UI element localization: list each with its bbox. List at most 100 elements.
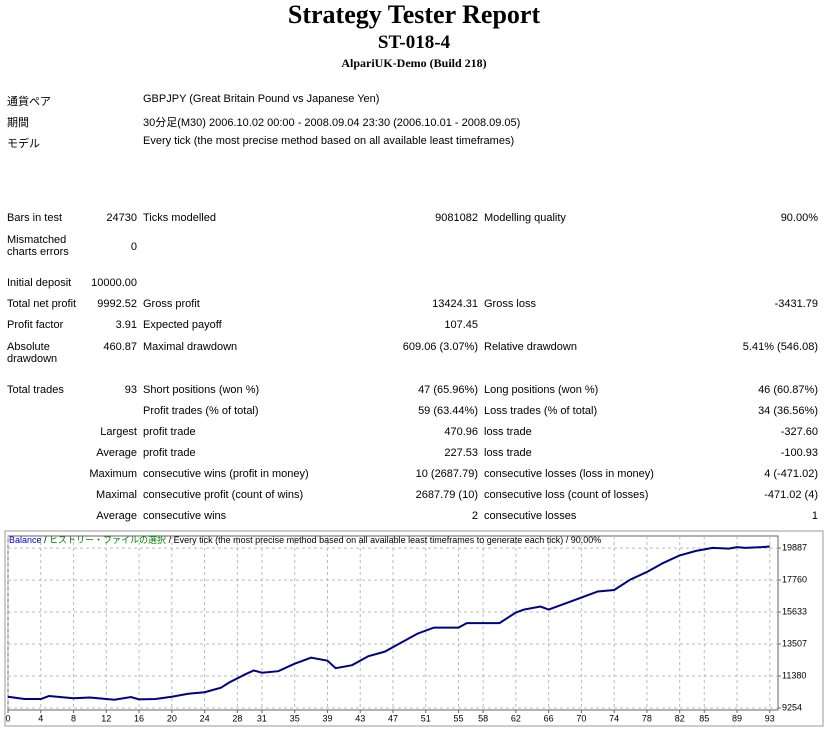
stat-label: Short positions (won %) — [143, 384, 260, 396]
stat-label: loss trade — [484, 426, 532, 438]
stat-value: 2 — [471, 510, 478, 522]
stat-label: loss trade — [484, 447, 532, 459]
stat-label: Profit factor — [7, 319, 64, 331]
stat-prefix: Largest — [100, 426, 137, 438]
stat-label: Relative drawdown — [484, 341, 577, 353]
stat-label: Absolute drawdown — [7, 341, 58, 365]
y-tick-label: 15633 — [782, 606, 807, 616]
legend: Balance / ヒストリー・ファイルの選択 / Every tick (th… — [9, 534, 601, 545]
stat-value: 609.06 (3.07%) — [402, 341, 478, 353]
y-tick-label: 11380 — [782, 670, 806, 680]
stat-value: 460.87 — [103, 341, 137, 353]
stat-label: Ticks modelled — [143, 212, 216, 224]
y-tick-label: 13507 — [782, 638, 807, 648]
stat-prefix: Maximal — [96, 489, 137, 501]
legend-part: / Every tick (the most precise method ba… — [166, 535, 601, 545]
x-tick-label: 35 — [290, 713, 300, 723]
x-tick-label: 28 — [232, 713, 242, 723]
stat-label: Loss trades (% of total) — [484, 405, 598, 417]
stat-label: Profit trades (% of total) — [143, 405, 259, 417]
stat-value: 47 (65.96%) — [418, 384, 478, 396]
stat-label: Expected payoff — [143, 319, 222, 331]
stat-label: Maximal drawdown — [143, 341, 238, 353]
x-tick-label: 62 — [511, 713, 521, 723]
stat-label: Mismatched charts errors — [7, 234, 69, 258]
x-tick-label: 58 — [478, 713, 488, 723]
stat-label: profit trade — [143, 447, 196, 459]
stat-value: 227.53 — [444, 447, 478, 459]
info-label: 通貨ペア — [7, 96, 51, 108]
stat-prefix: Average — [96, 447, 137, 459]
subtitle: ST-018-4 — [377, 32, 451, 53]
x-tick-label: 85 — [699, 713, 709, 723]
stat-value: -100.93 — [780, 447, 818, 459]
x-tick-label: 70 — [576, 713, 586, 723]
legend-part: Balance — [9, 535, 42, 545]
stat-value: 90.00% — [780, 212, 818, 224]
x-tick-label: 20 — [167, 713, 177, 723]
x-tick-label: 55 — [454, 713, 464, 723]
stat-value: 3.91 — [115, 319, 137, 331]
x-tick-label: 43 — [355, 713, 365, 723]
x-tick-label: 78 — [642, 713, 652, 723]
balance-line — [7, 545, 770, 701]
stat-label: profit trade — [143, 426, 196, 438]
stat-prefix: Maximum — [89, 468, 137, 480]
stat-value: -3431.79 — [774, 298, 818, 310]
stat-value: -327.60 — [780, 426, 818, 438]
stat-label: consecutive losses — [484, 510, 577, 522]
stat-label: Total net profit — [7, 298, 77, 310]
stat-label: Modelling quality — [484, 212, 566, 224]
stat-value: 9081082 — [435, 212, 478, 224]
x-tick-label: 89 — [732, 713, 742, 723]
stat-label: consecutive losses (loss in money) — [484, 468, 654, 480]
y-tick-label: 17760 — [782, 574, 807, 584]
x-tick-label: 0 — [5, 713, 10, 723]
legend-part: / — [42, 535, 50, 545]
info-label: 期間 — [7, 117, 29, 129]
x-tick-label: 82 — [675, 713, 685, 723]
info-value: Every tick (the most precise method base… — [143, 135, 515, 147]
x-tick-label: 12 — [101, 713, 111, 723]
x-tick-label: 16 — [134, 713, 144, 723]
stat-value: 5.41% (546.08) — [742, 341, 818, 353]
stat-label: Gross loss — [484, 298, 536, 310]
x-tick-label: 24 — [200, 713, 210, 723]
x-tick-label: 47 — [388, 713, 398, 723]
stat-value: 4 (-471.02) — [764, 468, 818, 480]
x-tick-label: 8 — [71, 713, 76, 723]
x-tick-label: 31 — [257, 713, 267, 723]
stat-label: Initial deposit — [7, 277, 72, 289]
y-tick-label: 19887 — [782, 542, 807, 552]
stat-label: consecutive profit (count of wins) — [143, 489, 304, 501]
stat-value: 470.96 — [444, 426, 478, 438]
stat-value: 2687.79 (10) — [415, 489, 478, 501]
stat-label: Long positions (won %) — [484, 384, 599, 396]
legend-part: ヒストリー・ファイルの選択 — [49, 534, 166, 545]
stat-label: Bars in test — [7, 212, 63, 224]
x-tick-label: 93 — [765, 713, 775, 723]
x-tick-label: 51 — [421, 713, 431, 723]
stat-value: 10000.00 — [91, 277, 137, 289]
info-value: GBPJPY (Great Britain Pound vs Japanese … — [143, 93, 380, 105]
stat-value: 34 (36.56%) — [758, 405, 818, 417]
chart-frame — [4, 530, 824, 727]
stat-value: 9992.52 — [97, 298, 137, 310]
stat-value: 13424.31 — [432, 298, 478, 310]
stat-value: 24730 — [106, 212, 137, 224]
y-tick-label: 9254 — [782, 702, 802, 712]
stat-label: Total trades — [7, 384, 64, 396]
stat-prefix: Average — [96, 510, 137, 522]
stat-value: 10 (2687.79) — [415, 468, 478, 480]
server: AlpariUK-Demo (Build 218) — [341, 56, 487, 70]
stat-value: 46 (60.87%) — [758, 384, 818, 396]
x-tick-label: 39 — [322, 713, 332, 723]
title: Strategy Tester Report — [287, 0, 541, 29]
stat-value: 0 — [130, 241, 137, 253]
stat-label: Gross profit — [143, 298, 200, 310]
stat-value: -471.02 (4) — [764, 489, 818, 501]
stat-value: 107.45 — [444, 319, 478, 331]
stat-value: 93 — [124, 384, 137, 396]
